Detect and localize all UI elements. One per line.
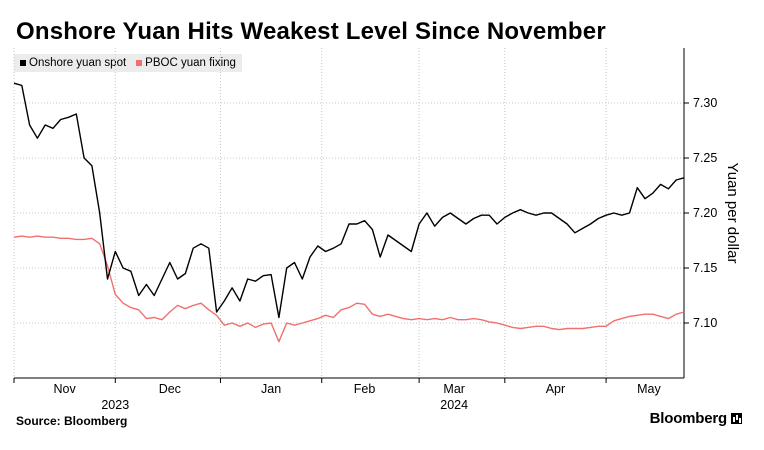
x-tick-label: Feb bbox=[354, 382, 376, 396]
source-note: Source: Bloomberg bbox=[16, 414, 128, 428]
y-tick-label: 7.25 bbox=[693, 151, 717, 165]
y-axis-title: Yuan per dollar bbox=[724, 163, 741, 264]
legend-item-fixing: PBOC yuan fixing bbox=[136, 57, 236, 69]
y-tick-label: 7.30 bbox=[693, 96, 717, 110]
legend-swatch-spot bbox=[20, 60, 26, 66]
x-tick-label: Apr bbox=[546, 382, 565, 396]
x-year-label: 2023 bbox=[101, 398, 129, 412]
brand-name: Bloomberg bbox=[649, 410, 728, 427]
x-tick-label: Dec bbox=[159, 382, 181, 396]
y-tick-label: 7.20 bbox=[693, 206, 717, 220]
legend-label-spot: Onshore yuan spot bbox=[29, 57, 127, 69]
bloomberg-logo: Bloomberg bbox=[650, 410, 742, 427]
bar-chart-icon bbox=[731, 413, 742, 424]
legend-swatch-fixing bbox=[136, 60, 143, 66]
x-tick-label: Mar bbox=[443, 382, 465, 396]
x-tick-label: May bbox=[637, 382, 661, 396]
legend: Onshore yuan spot PBOC yuan fixing bbox=[14, 54, 242, 72]
series-line-spot bbox=[13, 82, 685, 319]
x-tick-label: Nov bbox=[54, 382, 77, 396]
y-tick-label: 7.10 bbox=[693, 316, 717, 330]
y-tick-label: 7.15 bbox=[693, 261, 717, 275]
legend-label-fixing: PBOC yuan fixing bbox=[145, 57, 236, 69]
x-year-label: 2024 bbox=[440, 398, 468, 412]
legend-item-spot: Onshore yuan spot bbox=[20, 57, 126, 69]
series-line-fixing bbox=[13, 235, 685, 343]
x-tick-label: Jan bbox=[261, 382, 281, 396]
chart-title: Onshore Yuan Hits Weakest Level Since No… bbox=[16, 18, 606, 45]
